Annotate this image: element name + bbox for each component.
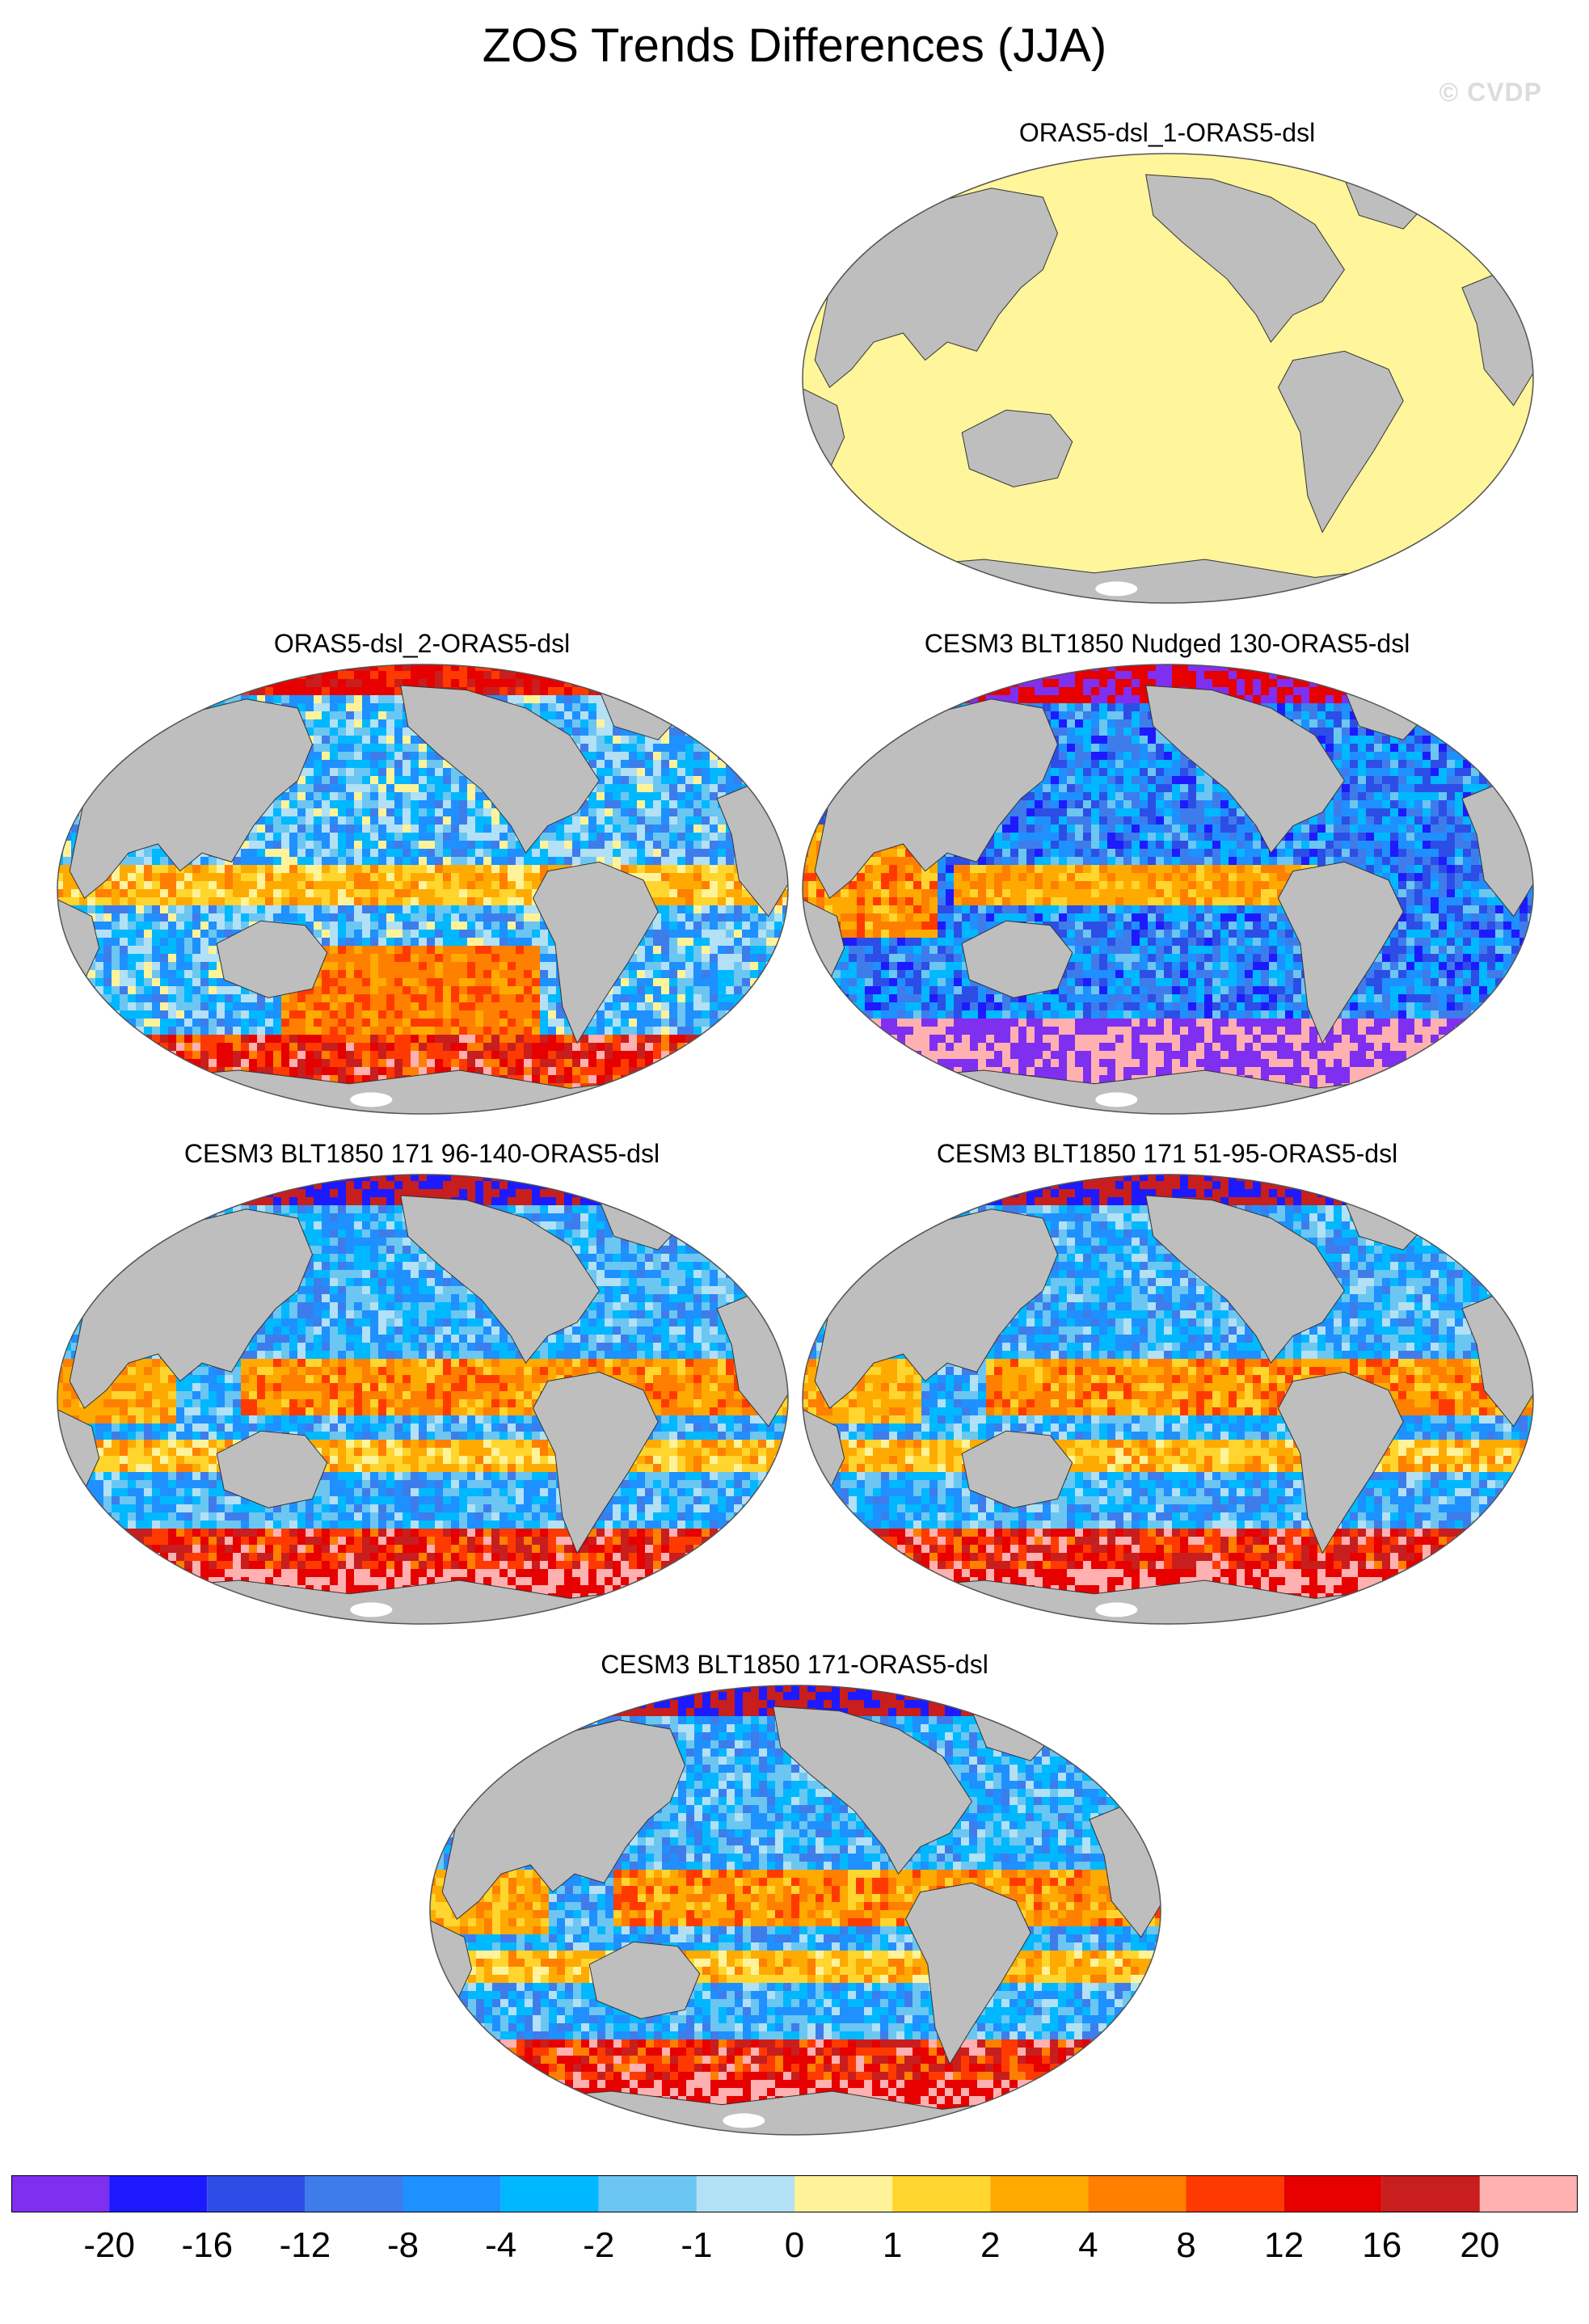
panel-label-1: ORAS5-dsl_1-ORAS5-dsl xyxy=(820,116,1515,149)
colorbar-swatch xyxy=(500,2175,599,2212)
colorbar-tick-label: 16 xyxy=(1338,2225,1427,2267)
map-panel-6 xyxy=(428,1684,1163,2136)
map-panel-3 xyxy=(800,663,1536,1116)
colorbar-swatch xyxy=(1186,2175,1284,2212)
colorbar-tick-label: -8 xyxy=(359,2225,448,2267)
colorbar-swatch xyxy=(1479,2175,1578,2212)
colorbar-tick-label: -20 xyxy=(65,2225,154,2267)
colorbar-swatch xyxy=(892,2175,991,2212)
colorbar-tick-label: -12 xyxy=(260,2225,349,2267)
map-panel-1 xyxy=(800,152,1536,605)
colorbar-swatch xyxy=(403,2175,501,2212)
colorbar-tick-label: -2 xyxy=(554,2225,643,2267)
colorbar-swatch xyxy=(1283,2175,1382,2212)
panel-label-4: CESM3 BLT1850 171 96-140-ORAS5-dsl xyxy=(74,1137,769,1170)
colorbar-swatch xyxy=(598,2175,697,2212)
colorbar-swatch xyxy=(696,2175,794,2212)
colorbar-swatch xyxy=(109,2175,208,2212)
figure-title: ZOS Trends Differences (JJA) xyxy=(0,18,1589,74)
colorbar-swatch xyxy=(990,2175,1089,2212)
colorbar-swatch xyxy=(305,2175,403,2212)
panel-label-2: ORAS5-dsl_2-ORAS5-dsl xyxy=(74,627,769,660)
colorbar-tick-label: -1 xyxy=(652,2225,741,2267)
colorbar-tick-label: -16 xyxy=(162,2225,251,2267)
cvdp-watermark: © CVDP xyxy=(1439,78,1542,108)
panel-label-5: CESM3 BLT1850 171 51-95-ORAS5-dsl xyxy=(820,1137,1515,1170)
colorbar-tick-label: 0 xyxy=(750,2225,839,2267)
map-panel-2 xyxy=(55,663,790,1116)
colorbar-tick-label: 12 xyxy=(1240,2225,1329,2267)
colorbar-swatch xyxy=(11,2175,110,2212)
colorbar-tick-label: 1 xyxy=(848,2225,937,2267)
colorbar-tick-label: 4 xyxy=(1043,2225,1132,2267)
map-panel-4 xyxy=(55,1173,790,1626)
colorbar-tick-label: 20 xyxy=(1435,2225,1524,2267)
panel-label-3: CESM3 BLT1850 Nudged 130-ORAS5-dsl xyxy=(820,627,1515,660)
colorbar xyxy=(11,2175,1578,2212)
colorbar-swatch xyxy=(207,2175,306,2212)
map-panel-5 xyxy=(800,1173,1536,1626)
colorbar-tick-label: 8 xyxy=(1142,2225,1231,2267)
colorbar-swatch xyxy=(794,2175,893,2212)
colorbar-swatch xyxy=(1381,2175,1480,2212)
colorbar-tick-label: 2 xyxy=(946,2225,1035,2267)
colorbar-swatch xyxy=(1088,2175,1186,2212)
panel-label-6: CESM3 BLT1850 171-ORAS5-dsl xyxy=(447,1648,1142,1681)
colorbar-tick-label: -4 xyxy=(457,2225,546,2267)
